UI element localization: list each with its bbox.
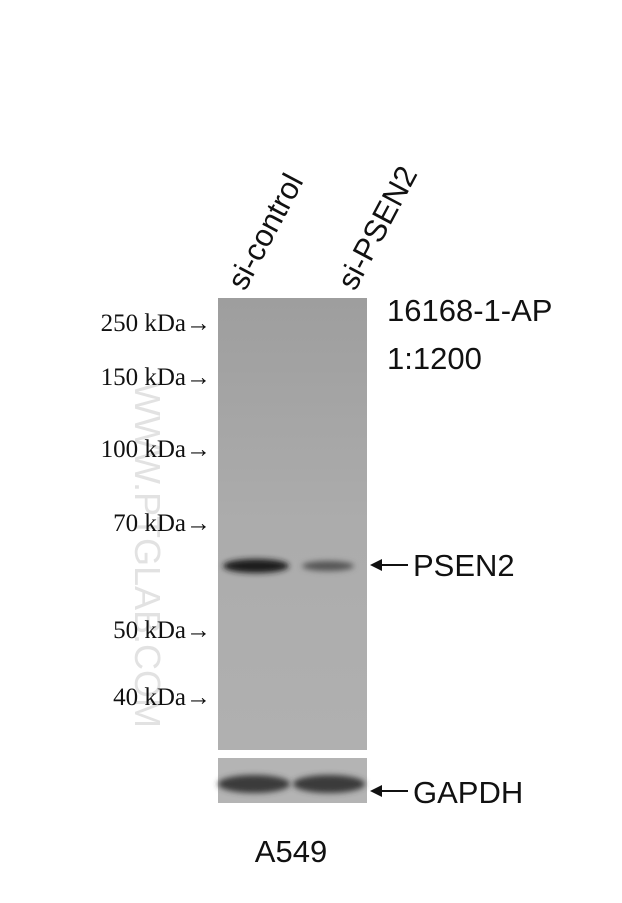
band: [293, 775, 365, 793]
band: [302, 561, 354, 571]
marker-label: 150 kDa→: [101, 364, 211, 391]
marker-label: 250 kDa→: [101, 310, 211, 337]
arrow-head: [370, 785, 382, 797]
antibody-id: 16168-1-AP: [387, 293, 552, 328]
marker-label: 70 kDa→: [113, 510, 211, 537]
band-label: PSEN2: [413, 548, 515, 583]
marker-label: 100 kDa→: [101, 436, 211, 463]
blot-panel: [218, 298, 367, 750]
marker-label: 50 kDa→: [113, 617, 211, 644]
dilution: 1:1200: [387, 341, 482, 376]
watermark: WWW.PTGLAB.COM: [127, 382, 168, 728]
lane-label: si-control: [220, 168, 310, 295]
band-label: GAPDH: [413, 775, 523, 810]
band: [223, 559, 289, 573]
band: [218, 775, 290, 793]
marker-label: 40 kDa→: [113, 684, 211, 711]
lane-label: si-PSEN2: [330, 160, 424, 295]
arrow-head: [370, 559, 382, 571]
cell-line: A549: [255, 834, 327, 869]
